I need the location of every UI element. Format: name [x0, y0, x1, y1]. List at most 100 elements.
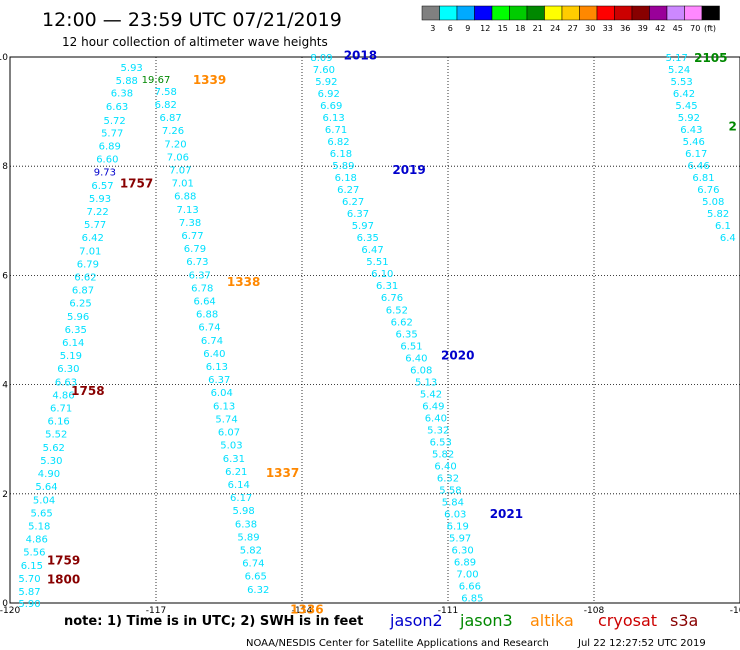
wave-height-value: 6.4 [720, 233, 736, 244]
pass-number-label: 2019 [392, 163, 425, 177]
color-swatch [649, 5, 668, 21]
wave-height-value: 5.51 [366, 257, 388, 268]
wave-height-value: 6.57 [91, 181, 113, 192]
wave-height-value: 4.90 [38, 469, 60, 480]
wave-height-value: 5.89 [332, 161, 354, 172]
plot-area: -120 -117 -114 -111 -108 -105 0 2 4 6 8 10 5.93 5.88… [0, 48, 740, 616]
pass-number-label: 2105 [694, 51, 727, 65]
wave-height-value: 6.42 [673, 89, 695, 100]
wave-height-value: 5.53 [670, 77, 692, 88]
pass-number-label: 2018 [344, 48, 377, 62]
wave-height-value: 6.04 [211, 388, 233, 399]
wave-height-value: 6.07 [218, 428, 240, 439]
wave-height-value: 6.14 [228, 480, 250, 491]
color-scale-label: 33 [603, 24, 613, 33]
wave-height-value: 6.17 [230, 493, 252, 504]
wave-height-value: 5.56 [23, 548, 45, 559]
wave-height-value: 6.60 [96, 155, 118, 166]
chart-title: 12:00 — 23:59 UTC 07/21/2019 [42, 9, 342, 31]
pass-labels: 1757 1758 1759 1800 1339 1338 1337 1336 2018 2019… [47, 48, 737, 616]
wave-height-value: 5.93 [89, 194, 111, 205]
wave-height-value: 8.09 [310, 53, 332, 64]
wave-height-value: 6.40 [203, 349, 225, 360]
wave-height-value: 6.74 [201, 336, 223, 347]
wave-height-value: 5.42 [420, 389, 442, 400]
wave-height-value: 6.35 [357, 233, 379, 244]
color-swatch [561, 5, 580, 21]
wave-height-value: 5.74 [215, 414, 237, 425]
wave-height-value: 5.17 [666, 53, 688, 64]
color-scale-unit: (ft) [704, 24, 716, 33]
legend-item-s3a: s3a [670, 611, 698, 630]
wave-height-value: 5.13 [415, 377, 437, 388]
wave-height-value: 6.35 [65, 325, 87, 336]
pass-number-label: 1759 [47, 553, 80, 567]
wave-height-value: 6.62 [74, 272, 96, 283]
wave-height-value: 6.13 [206, 362, 228, 373]
wave-height-value: 5.84 [442, 497, 464, 508]
pass-number-label: 1758 [71, 384, 104, 398]
data-points: 5.935.886.386.635.725.776.896.609.736.57… [18, 53, 735, 610]
wave-height-value: 5.45 [675, 101, 697, 112]
wave-height-value: 5.46 [683, 137, 705, 148]
pass-number-label: 1339 [193, 73, 226, 87]
pass-number-label: 1337 [266, 466, 299, 480]
wave-height-value: 6.63 [55, 377, 77, 388]
color-swatch [701, 5, 720, 21]
wave-height-value: 5.87 [18, 587, 40, 598]
wave-height-value: 5.93 [121, 63, 143, 74]
color-swatch [579, 5, 598, 21]
wave-height-value: 6.78 [191, 283, 213, 294]
wave-height-value: 5.72 [104, 116, 126, 127]
wave-height-value: 6.30 [57, 364, 79, 375]
color-scale-label: 21 [533, 24, 543, 33]
wave-height-value: 6.21 [225, 467, 247, 478]
wave-height-value: 6.32 [437, 473, 459, 484]
wave-height-value: 6.51 [400, 341, 422, 352]
wave-height-value: 5.90 [18, 599, 40, 610]
wave-height-value: 6.85 [461, 594, 483, 605]
color-swatch [509, 5, 528, 21]
x-tick-label: -111 [438, 606, 458, 616]
wave-height-value: 6.38 [235, 519, 257, 530]
wave-height-value: 6.16 [48, 417, 70, 428]
wave-height-value: 6.35 [396, 329, 418, 340]
wave-height-value: 7.01 [79, 246, 101, 257]
wave-height-value: 5.24 [668, 65, 690, 76]
footer-credit: NOAA/NESDIS Center for Satellite Applica… [246, 638, 549, 649]
pass-number-label: 2 [729, 119, 737, 133]
wave-height-value: 6.46 [688, 161, 710, 172]
color-scale-label: 30 [585, 24, 595, 33]
pass-number-label: 1757 [120, 177, 153, 191]
color-scale-label: 24 [550, 24, 560, 33]
wave-height-value: 4.86 [26, 535, 48, 546]
wave-height-value: 7.20 [164, 139, 186, 150]
wave-height-value: 5.65 [31, 508, 53, 519]
wave-height-value: 6.31 [376, 281, 398, 292]
color-swatch [491, 5, 510, 21]
wave-height-value: 5.64 [35, 482, 57, 493]
y-tick-label: 2 [2, 490, 8, 500]
satellite-legend: jason2 jason3 altika cryosat s3a [389, 611, 698, 630]
plot-frame [9, 56, 740, 604]
color-swatch [614, 5, 633, 21]
y-tick-label: 10 [0, 53, 8, 63]
wave-height-value: 5.19 [60, 351, 82, 362]
wave-height-value: 6.18 [330, 149, 352, 160]
wave-height-value: 6.40 [405, 353, 427, 364]
wave-height-value: 6.82 [155, 100, 177, 111]
wave-height-value: 9.73 [94, 168, 116, 179]
wave-height-value: 6.73 [186, 257, 208, 268]
wave-height-value: 6.74 [198, 323, 220, 334]
wave-height-value: 6.76 [381, 293, 403, 304]
wave-height-value: 7.01 [172, 179, 194, 190]
chart-subtitle: 12 hour collection of altimeter wave hei… [62, 35, 328, 49]
wave-height-value: 6.31 [223, 454, 245, 465]
wave-height-value: 6.69 [320, 101, 342, 112]
wave-height-value: 6.62 [391, 317, 413, 328]
legend-item-altika: altika [530, 611, 574, 630]
x-tick-label: -105 [730, 606, 740, 616]
wave-height-value: 6.52 [386, 305, 408, 316]
